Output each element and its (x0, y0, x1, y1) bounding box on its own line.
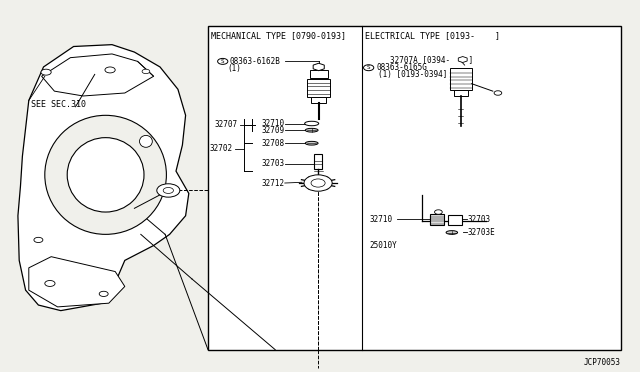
Bar (208, 26, 621, 350)
Bar (430, 214, 444, 225)
Circle shape (304, 175, 332, 191)
Ellipse shape (140, 135, 152, 147)
Circle shape (41, 69, 51, 75)
Text: 32708: 32708 (261, 139, 284, 148)
Ellipse shape (45, 115, 166, 234)
Text: SEE SEC.310: SEE SEC.310 (31, 100, 86, 109)
Text: 08363-6165G: 08363-6165G (376, 63, 427, 72)
Circle shape (157, 184, 180, 197)
Text: S: S (367, 65, 371, 70)
Circle shape (142, 69, 150, 74)
Text: (1) [0193-0394]: (1) [0193-0394] (378, 70, 447, 79)
Circle shape (34, 237, 43, 243)
Circle shape (311, 179, 325, 187)
Circle shape (45, 280, 55, 286)
Text: 32707A [0394-    ]: 32707A [0394- ] (390, 55, 474, 64)
Bar (454, 90, 468, 96)
Bar (450, 68, 472, 90)
Text: 32703E: 32703E (467, 228, 495, 237)
Circle shape (435, 210, 442, 214)
Bar (310, 70, 328, 78)
Ellipse shape (305, 121, 319, 126)
Text: 32710: 32710 (261, 119, 284, 128)
Ellipse shape (446, 231, 458, 234)
Text: 32707: 32707 (214, 121, 237, 129)
Bar (307, 79, 330, 97)
Circle shape (364, 65, 374, 71)
Bar (311, 97, 326, 103)
Polygon shape (29, 257, 125, 307)
Bar (314, 154, 322, 169)
Ellipse shape (305, 141, 318, 145)
Bar (448, 215, 462, 225)
Text: (1): (1) (227, 64, 241, 73)
Text: 32710: 32710 (370, 215, 393, 224)
Text: 08363-6162B: 08363-6162B (229, 57, 280, 66)
Text: JCP70053: JCP70053 (584, 358, 621, 367)
Text: 25010Y: 25010Y (370, 241, 397, 250)
Text: S: S (221, 59, 225, 64)
Text: MECHANICAL TYPE [0790-0193]: MECHANICAL TYPE [0790-0193] (211, 31, 346, 40)
Text: 32712: 32712 (261, 179, 284, 187)
Polygon shape (18, 45, 189, 311)
Circle shape (99, 291, 108, 296)
Text: 32703: 32703 (261, 159, 284, 168)
Text: 32703: 32703 (467, 215, 490, 224)
Circle shape (105, 67, 115, 73)
Circle shape (218, 58, 228, 64)
Ellipse shape (305, 128, 318, 132)
Text: 32702: 32702 (210, 144, 233, 153)
Ellipse shape (67, 138, 144, 212)
Circle shape (163, 187, 173, 193)
Text: 32709: 32709 (261, 126, 284, 135)
Circle shape (494, 91, 502, 95)
Text: ELECTRICAL TYPE [0193-    ]: ELECTRICAL TYPE [0193- ] (365, 31, 500, 40)
Polygon shape (42, 54, 154, 96)
